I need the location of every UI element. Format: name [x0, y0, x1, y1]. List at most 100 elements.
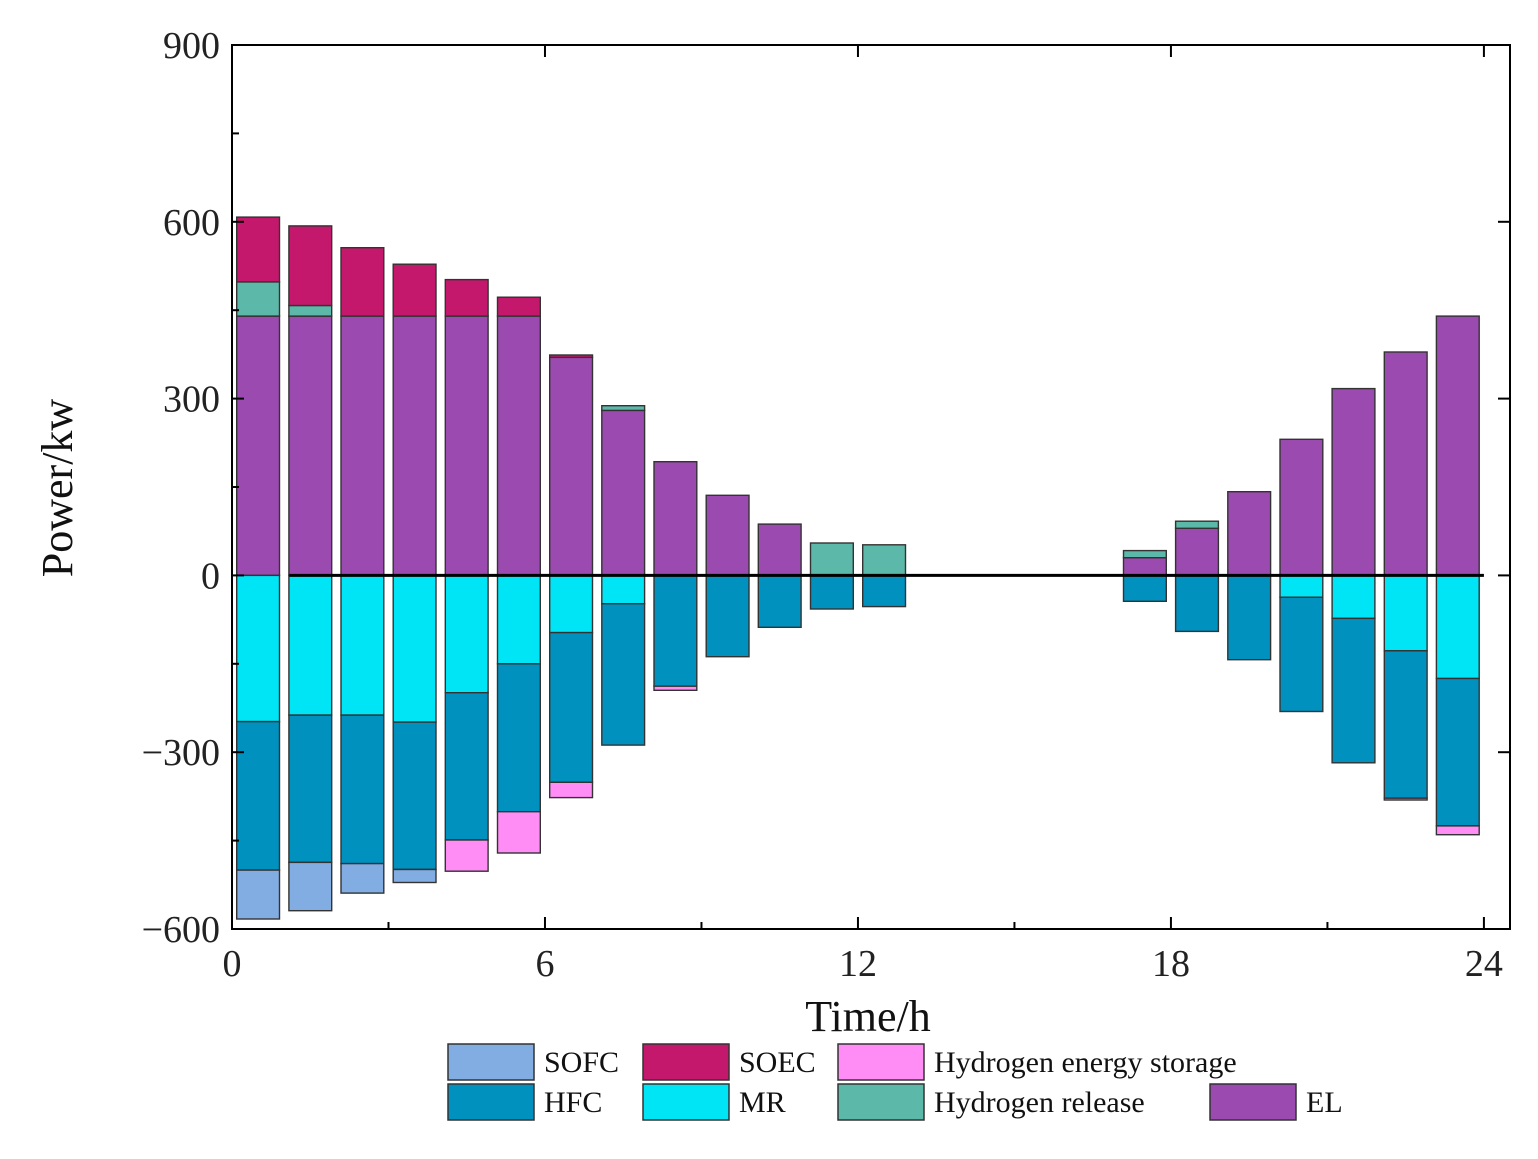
bar-mr-h8 [601, 574, 646, 605]
bar-sofc-h2 [288, 861, 333, 912]
bar-el-h8 [601, 409, 646, 577]
legend-swatch-sofc [447, 1043, 535, 1081]
bar-el-h22 [1331, 387, 1376, 577]
bar-el-h10 [705, 494, 750, 577]
legend-label-el: EL [1306, 1086, 1343, 1119]
bar-hfc-h2 [288, 714, 333, 864]
bar-soec-h4 [392, 263, 437, 317]
bar-el-h7 [549, 356, 594, 577]
bar-hfc-h5 [444, 692, 489, 841]
bar-mr-h6 [496, 574, 541, 665]
legend-swatch-hydrogen-release [837, 1083, 925, 1121]
bar-hfc-h18 [1122, 574, 1167, 603]
bar-hydrogen-energy-storage-h5 [444, 839, 489, 872]
bar-mr-h7 [549, 574, 594, 634]
bar-el-h20 [1227, 491, 1272, 577]
bar-el-h21 [1279, 438, 1324, 577]
x-tick-label: 12 [839, 943, 877, 985]
bar-hydrogen-energy-storage-h9 [653, 685, 698, 692]
bar-mr-h2 [288, 574, 333, 716]
bar-hfc-h8 [601, 603, 646, 746]
y-tick-label: 600 [163, 202, 220, 244]
bar-hydrogen-release-h19 [1174, 520, 1220, 530]
bar-hydrogen-release-h8 [601, 405, 646, 412]
x-tick-label: 6 [535, 943, 554, 985]
bar-soec-h3 [340, 246, 385, 317]
bar-el-h1 [235, 315, 281, 577]
x-tick-label: 0 [223, 943, 242, 985]
bar-hfc-h21 [1279, 596, 1324, 713]
bar-el-h5 [444, 315, 489, 577]
bar-sofc-h1 [235, 869, 281, 920]
bar-mr-h4 [392, 574, 437, 723]
bar-hfc-h7 [549, 631, 594, 783]
legend-label-mr: MR [739, 1086, 786, 1119]
bar-hydrogen-release-h2 [288, 304, 333, 317]
legend-swatch-soec [642, 1043, 730, 1081]
bar-el-h9 [653, 461, 698, 577]
bar-mr-h24 [1435, 574, 1480, 680]
legend-swatch-hydrogen-energy-storage [837, 1043, 925, 1081]
bar-mr-h21 [1279, 574, 1324, 598]
bar-hfc-h20 [1227, 574, 1272, 661]
bar-hydrogen-release-h1 [235, 281, 281, 317]
bar-hydrogen-energy-storage-h6 [496, 811, 541, 854]
bar-mr-h5 [444, 574, 489, 694]
bar-hfc-h3 [340, 714, 385, 865]
bar-soec-h7 [549, 354, 594, 359]
legend-label-hydrogen-release: Hydrogen release [934, 1086, 1145, 1119]
bar-mr-h23 [1383, 574, 1428, 652]
bar-hfc-h4 [392, 721, 437, 871]
bar-mr-h1 [235, 574, 281, 723]
y-tick-label: −300 [142, 732, 220, 774]
y-tick-label: 300 [163, 379, 220, 421]
y-axis-title: Power/kw [33, 399, 82, 578]
legend-swatch-el [1209, 1083, 1297, 1121]
bar-mr-h22 [1331, 574, 1376, 620]
bar-hfc-h13 [862, 574, 907, 608]
bar-hfc-h22 [1331, 617, 1376, 764]
x-tick-label: 24 [1465, 943, 1503, 985]
bar-sofc-h4 [392, 868, 437, 884]
legend-swatch-hfc [447, 1083, 535, 1121]
bar-el-h4 [392, 315, 437, 577]
bar-hydrogen-energy-storage-h23 [1383, 797, 1428, 801]
bar-soec-h2 [288, 225, 333, 307]
bar-hfc-h6 [496, 663, 541, 813]
legend-label-soec: SOEC [739, 1046, 816, 1079]
bar-el-h11 [757, 523, 802, 577]
bar-mr-h3 [340, 574, 385, 716]
bar-soec-h6 [496, 296, 541, 317]
bar-el-h3 [340, 315, 385, 577]
legend: SOFC SOEC Hydrogen energy storage HFC MR Hydr… [447, 1043, 1343, 1121]
x-axis-title: Time/h [805, 992, 931, 1041]
bar-hfc-h9 [653, 574, 698, 687]
legend-label-hydrogen-energy-storage: Hydrogen energy storage [934, 1046, 1237, 1079]
x-tick-label: 18 [1152, 943, 1190, 985]
y-tick-label: 900 [163, 25, 220, 67]
bar-hfc-h11 [757, 574, 802, 629]
bar-soec-h1 [235, 216, 281, 283]
bar-el-h2 [288, 315, 333, 577]
legend-label-hfc: HFC [544, 1086, 602, 1119]
ticks-group: −600 −300 0 300 600 900 0 6 12 18 24 [142, 25, 1510, 985]
bar-hydrogen-release-h18 [1122, 549, 1167, 559]
legend-label-sofc: SOFC [544, 1046, 619, 1079]
y-tick-label: −600 [142, 909, 220, 951]
bar-el-h19 [1174, 527, 1220, 577]
bar-el-h6 [496, 315, 541, 577]
bar-hydrogen-energy-storage-h7 [549, 781, 594, 799]
bar-el-h18 [1122, 557, 1167, 577]
bar-hfc-h1 [235, 720, 281, 871]
bar-hfc-h19 [1174, 574, 1220, 633]
bar-soec-h5 [444, 278, 489, 317]
bar-hfc-h12 [809, 574, 854, 610]
y-tick-label: 0 [201, 555, 220, 597]
legend-swatch-mr [642, 1083, 730, 1121]
bar-hydrogen-energy-storage-h24 [1435, 825, 1480, 836]
bar-sofc-h3 [340, 862, 385, 894]
bar-el-h24 [1435, 315, 1480, 577]
bar-hydrogen-release-h12 [809, 542, 854, 577]
bar-hfc-h23 [1383, 650, 1428, 799]
